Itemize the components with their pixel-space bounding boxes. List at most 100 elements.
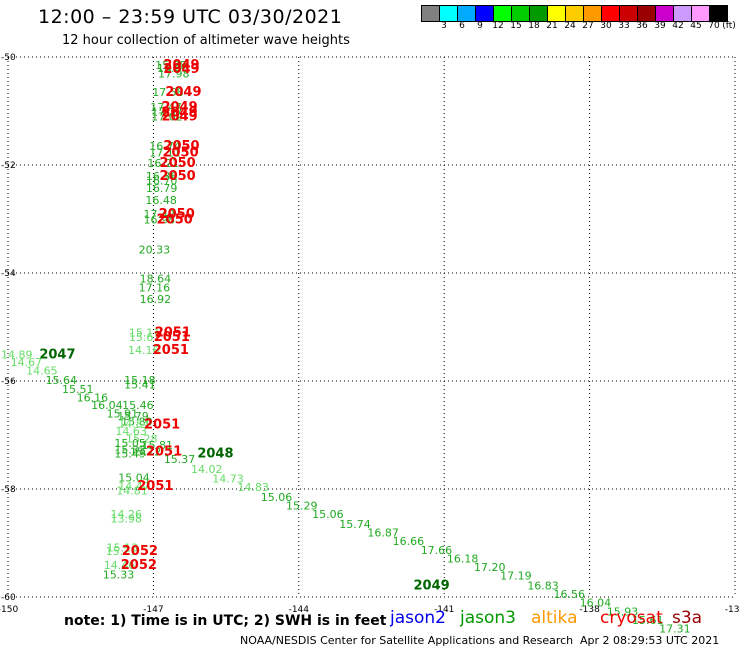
legend-swatch — [565, 5, 584, 22]
wave-height-value: 15.21 — [106, 545, 138, 558]
wave-height-value: 16.04 — [580, 597, 612, 610]
wave-height-value: 15.79 — [117, 410, 149, 423]
wave-height-value: 15.61 — [129, 331, 161, 344]
legend-label: 12 — [492, 21, 504, 31]
wave-height-value: 15.18 — [124, 374, 156, 387]
legend-swatch — [547, 5, 566, 22]
legend-label: 3 — [441, 21, 447, 31]
legend-label: 24 — [564, 21, 576, 31]
wave-height-value: 17.42 — [143, 208, 175, 221]
legend-label: 15 — [510, 21, 522, 31]
wave-height-value: 15.88 — [155, 59, 187, 72]
legend-label: 33 — [618, 21, 630, 31]
wave-height-value: 17.37 — [151, 105, 183, 118]
wave-height-value: 15.61 — [632, 614, 664, 627]
pass-number-label: 2050 — [160, 169, 196, 184]
legend-label: 6 — [459, 21, 465, 31]
wave-height-value: 15.37 — [164, 453, 196, 466]
satellite-altika: altika — [531, 608, 578, 628]
wave-height-value: 14.84 — [118, 417, 150, 430]
wave-height-value: 15.81 — [142, 439, 174, 452]
wave-height-value: 16.18 — [447, 552, 479, 565]
wave-height-value: 16.83 — [527, 579, 559, 592]
legend-swatch — [457, 5, 476, 22]
legend-swatch — [637, 5, 656, 22]
wave-height-value: 15.91 — [107, 408, 139, 421]
legend-swatch — [619, 5, 638, 22]
legend-label: 27 — [582, 21, 594, 31]
lat-tick-label: -54 — [1, 269, 16, 279]
page-subtitle: 12 hour collection of altimeter wave hei… — [62, 33, 350, 48]
wave-height-value: 14.67 — [11, 356, 43, 369]
pass-number-label: 2049 — [165, 85, 201, 100]
legend-label: 45 — [690, 21, 702, 31]
legend-swatch — [529, 5, 548, 22]
wave-height-value: 14.16 — [128, 344, 160, 357]
wave-height-value: 16.87 — [367, 527, 399, 540]
wave-height-value: 17.31 — [659, 623, 691, 636]
wave-height-value: 14.83 — [237, 481, 269, 494]
wave-height-value: 17.11 — [149, 146, 181, 159]
legend-swatch — [655, 5, 674, 22]
satellite-jason3: jason3 — [460, 608, 516, 628]
legend-swatch — [691, 5, 710, 22]
pass-number-label: 2049 — [163, 58, 199, 73]
wave-height-value: 17.19 — [500, 570, 532, 583]
pass-number-label: 2051 — [154, 330, 190, 345]
wave-height-value: 15.33 — [103, 569, 135, 582]
legend-label: 18 — [528, 21, 540, 31]
pass-number-label: 2048 — [197, 447, 233, 462]
legend-swatch — [511, 5, 530, 22]
satellite-cryosat: cryosat — [600, 608, 663, 628]
wave-height-value: 14.81 — [116, 484, 148, 497]
wave-height-value: 17.47 — [150, 101, 182, 114]
wave-height-value: 15.80 — [121, 415, 153, 428]
pass-number-label: 2051 — [144, 418, 180, 433]
wave-height-value: 16.79 — [146, 182, 178, 195]
wave-height-value: 15.93 — [607, 605, 639, 618]
page-title: 12:00 – 23:59 UTC 03/30/2021 — [38, 6, 343, 28]
legend-label: 9 — [477, 21, 483, 31]
lon-tick-label: -147 — [143, 605, 163, 615]
wave-height-value: 17.66 — [421, 544, 453, 557]
legend-label: 21 — [546, 21, 558, 31]
wave-height-value: 17.16 — [139, 281, 171, 294]
legend-swatch — [439, 5, 458, 22]
wave-height-value: 15.72 — [130, 446, 162, 459]
wave-height-value: 14.65 — [26, 365, 58, 378]
wave-height-value: 16.98 — [143, 213, 175, 226]
lat-tick-label: -60 — [1, 593, 16, 603]
wave-height-value: 14.47 — [118, 480, 150, 493]
pass-number-label: 2050 — [162, 145, 198, 160]
wave-height-value: 15.33 — [114, 443, 146, 456]
pass-number-label: 2049 — [161, 110, 197, 125]
wave-height-value: 16.21 — [147, 157, 179, 170]
legend-swatch — [475, 5, 494, 22]
wave-height-value: 14.02 — [191, 463, 223, 476]
wave-height-value: 17.98 — [158, 68, 190, 81]
pass-number-label: 2051 — [137, 479, 173, 494]
wave-height-value: 15.28 — [126, 433, 158, 446]
legend-unit: (ft) — [722, 21, 736, 31]
wave-height-value: 15.11 — [129, 327, 161, 340]
credit-text: NOAA/NESDIS Center for Satellite Applica… — [240, 634, 574, 647]
wave-height-value: 16.16 — [77, 392, 109, 405]
wave-height-value: 15.74 — [339, 518, 371, 531]
wave-height-value: 15.06 — [261, 491, 293, 504]
wave-height-value: 15.05 — [114, 437, 146, 450]
pass-number-label: 2050 — [163, 139, 199, 154]
wave-height-value: 17.02 — [151, 111, 183, 124]
legend-label: 30 — [600, 21, 612, 31]
wave-height-value: 17.58 — [152, 86, 184, 99]
pass-number-label: 2050 — [157, 212, 193, 227]
lon-tick-label: -138 — [579, 605, 600, 615]
wave-height-value: 16.48 — [145, 194, 177, 207]
wave-height-value: 16.56 — [553, 588, 585, 601]
wave-height-value: 16.60 — [157, 62, 189, 75]
lat-tick-label: -52 — [1, 161, 16, 171]
satellite-s3a: s3a — [672, 608, 703, 628]
legend-swatch — [583, 5, 602, 22]
lat-tick-label: -58 — [1, 485, 16, 495]
lon-tick-label: -144 — [289, 605, 310, 615]
legend-label: 42 — [672, 21, 684, 31]
